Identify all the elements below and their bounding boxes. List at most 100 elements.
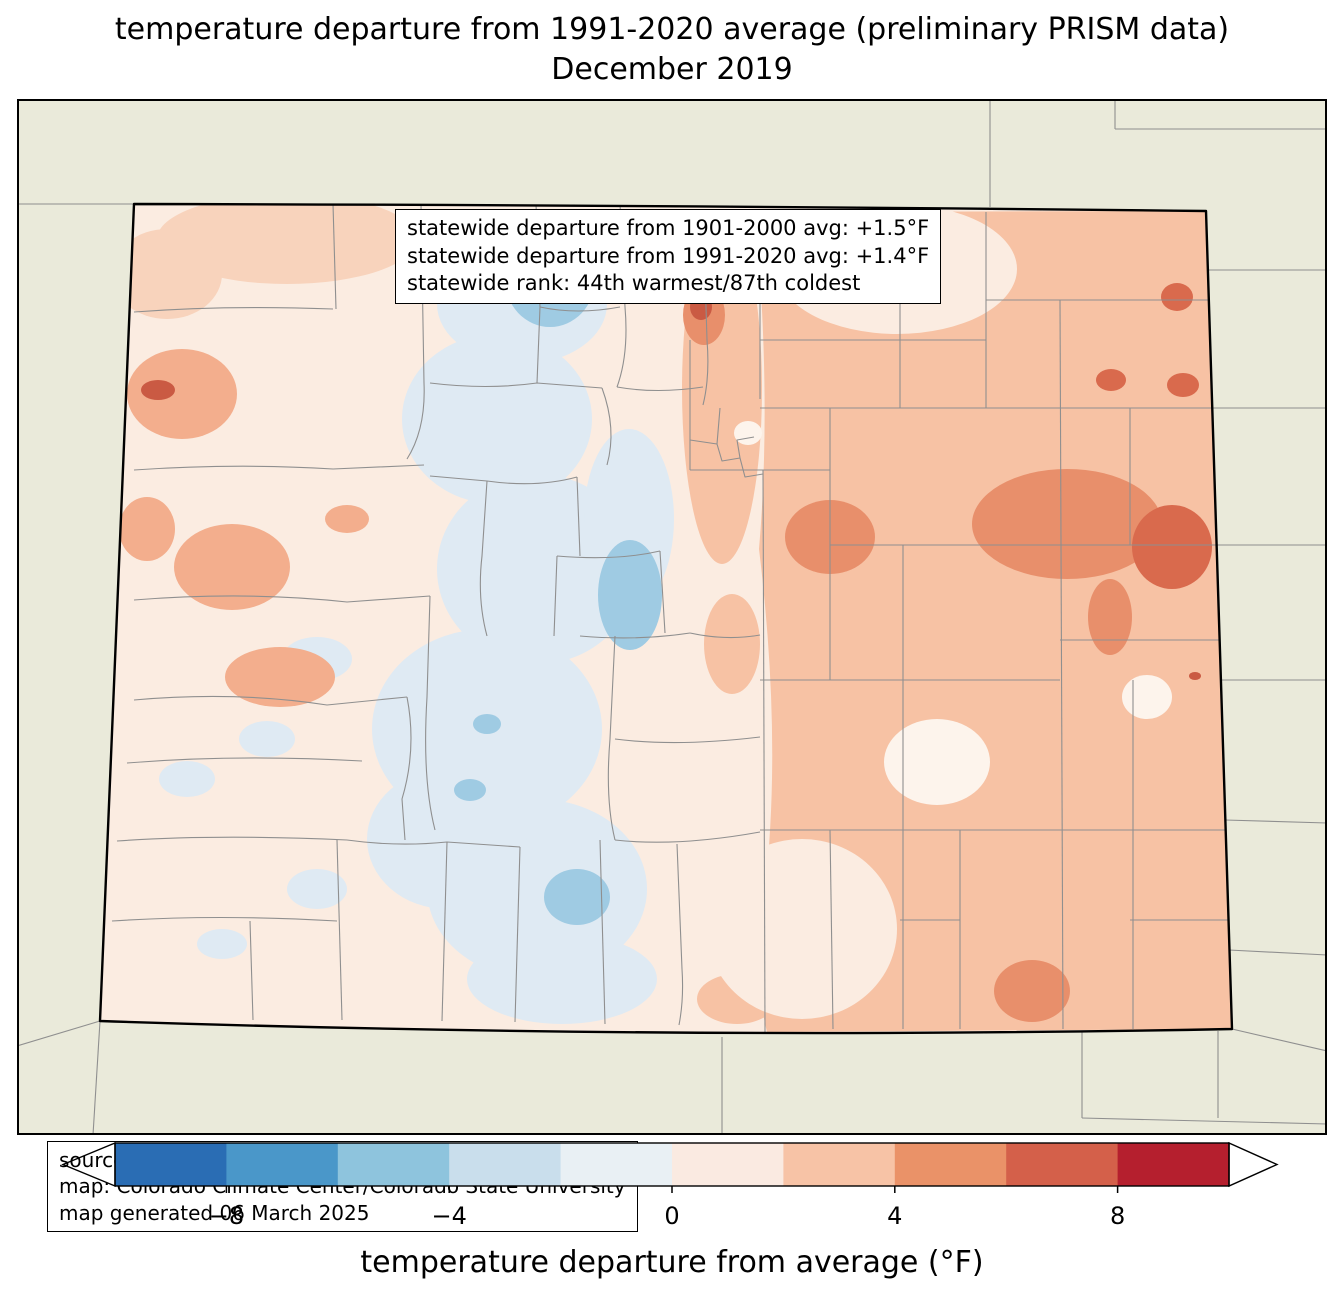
map-shape — [454, 779, 486, 801]
map-shape — [616, 204, 627, 388]
map-shape — [659, 550, 666, 634]
colorbar-tick-label: −4 — [432, 1202, 467, 1230]
map-shape — [884, 719, 990, 805]
map-shape — [553, 555, 558, 637]
map-shape — [174, 524, 290, 610]
map-shape — [1081, 1117, 1327, 1125]
map-shape — [601, 387, 612, 466]
colorbar-axis-label: temperature departure from average (°F) — [360, 1245, 983, 1280]
source-line-3: map generated 06 March 2025 — [59, 1200, 370, 1225]
map-shape — [367, 769, 527, 909]
colorbar-segment — [115, 1143, 227, 1186]
colorbar-ticks: −8 −4 0 4 8 — [209, 1186, 1125, 1230]
map-shape — [441, 841, 448, 1022]
map-shape — [1189, 672, 1201, 680]
raster-neutral-spots — [734, 421, 1172, 805]
map-shape — [249, 920, 254, 1021]
map-shape — [225, 647, 335, 707]
colorbar-tick-label: 8 — [1110, 1202, 1125, 1230]
map-shape — [1167, 373, 1199, 397]
stats-line-1: statewide departure from 1901-2000 avg: … — [407, 216, 930, 240]
map-shape — [157, 204, 417, 284]
figure-title: temperature departure from 1991-2020 ave… — [0, 10, 1344, 90]
map-shape — [1122, 675, 1172, 719]
map-shape — [325, 505, 369, 533]
title-line-2: December 2019 — [551, 52, 793, 87]
map-shape — [734, 421, 762, 445]
colorbar-segment — [560, 1143, 673, 1186]
map-shape — [1161, 283, 1193, 311]
map-shape — [556, 550, 661, 559]
map-shape — [702, 208, 709, 406]
map-shape — [598, 540, 662, 650]
colorbar-segment — [672, 1143, 784, 1186]
map-shape — [1088, 579, 1132, 655]
colorbar: −8 −4 0 4 8 temperature departure from avera… — [0, 1136, 1344, 1299]
map-shape — [126, 757, 363, 764]
map-shape — [112, 229, 222, 319]
colorbar-svg: −8 −4 0 4 8 temperature departure from avera… — [61, 1141, 1279, 1280]
map-shape — [346, 839, 521, 848]
colorado-state-border — [98, 202, 1234, 1035]
map-shape — [689, 632, 761, 639]
map-shape — [1231, 1028, 1327, 1052]
colorbar-segment — [337, 1143, 450, 1186]
colorbar-segment — [449, 1143, 562, 1186]
map-shape — [539, 306, 621, 312]
map-shape — [994, 960, 1070, 1022]
temperature-raster — [100, 204, 1232, 1034]
colorbar-segment — [226, 1143, 339, 1186]
colorbar-tick-label: −8 — [209, 1202, 244, 1230]
map-shape — [111, 916, 338, 922]
map-shape — [133, 307, 334, 313]
colorbar-segment — [894, 1143, 1007, 1186]
stats-line-2: statewide departure from 1991-2020 avg: … — [407, 243, 930, 268]
map-shape — [467, 934, 657, 1024]
map-shape — [336, 839, 343, 1021]
map-shape — [133, 695, 408, 706]
map-shape — [197, 929, 247, 959]
map-shape — [579, 632, 691, 639]
colorbar-over-arrow — [1228, 1141, 1279, 1188]
map-shape — [614, 736, 761, 744]
map-shape — [704, 594, 760, 694]
raster-east-warm — [755, 211, 1232, 1032]
map-shape — [17, 1020, 101, 1047]
map-shape — [1228, 949, 1327, 956]
map-shape — [425, 595, 436, 831]
map-shape — [607, 635, 616, 841]
neighbor-state-lines — [17, 99, 1327, 1135]
map-shape — [716, 407, 721, 445]
map-shape — [332, 204, 337, 310]
map-shape — [479, 480, 488, 637]
map-shape — [141, 380, 175, 400]
map-shape — [429, 382, 603, 389]
axes-frame — [17, 99, 1327, 1135]
map-shape — [401, 696, 412, 841]
map-shape — [1224, 819, 1327, 824]
map-shape — [972, 469, 1162, 579]
map-shape — [92, 1020, 101, 1135]
map-shape — [429, 475, 578, 485]
colorbar-tick-label: 4 — [887, 1202, 902, 1230]
map-shape — [402, 334, 592, 504]
map-shape — [1132, 505, 1212, 589]
map-shape — [133, 595, 431, 603]
map-shape — [119, 497, 175, 561]
map-shape — [616, 386, 704, 392]
raster-east-hot-blobs — [785, 283, 1212, 1022]
map-shape — [544, 869, 610, 925]
map-shape — [1096, 369, 1126, 391]
map-shape — [829, 829, 834, 1030]
map-shape — [707, 839, 897, 1019]
map-shape — [736, 436, 755, 459]
map-shape — [614, 831, 761, 843]
colorbar-tick-label: 0 — [664, 1202, 679, 1230]
colorbar-segment — [783, 1143, 896, 1186]
map-shape — [514, 846, 521, 1023]
map-shape — [406, 204, 425, 460]
map-shape — [473, 714, 501, 734]
title-line-1: temperature departure from 1991-2020 ave… — [114, 12, 1230, 47]
county-lines — [111, 204, 1230, 1033]
map-shape — [287, 869, 347, 909]
